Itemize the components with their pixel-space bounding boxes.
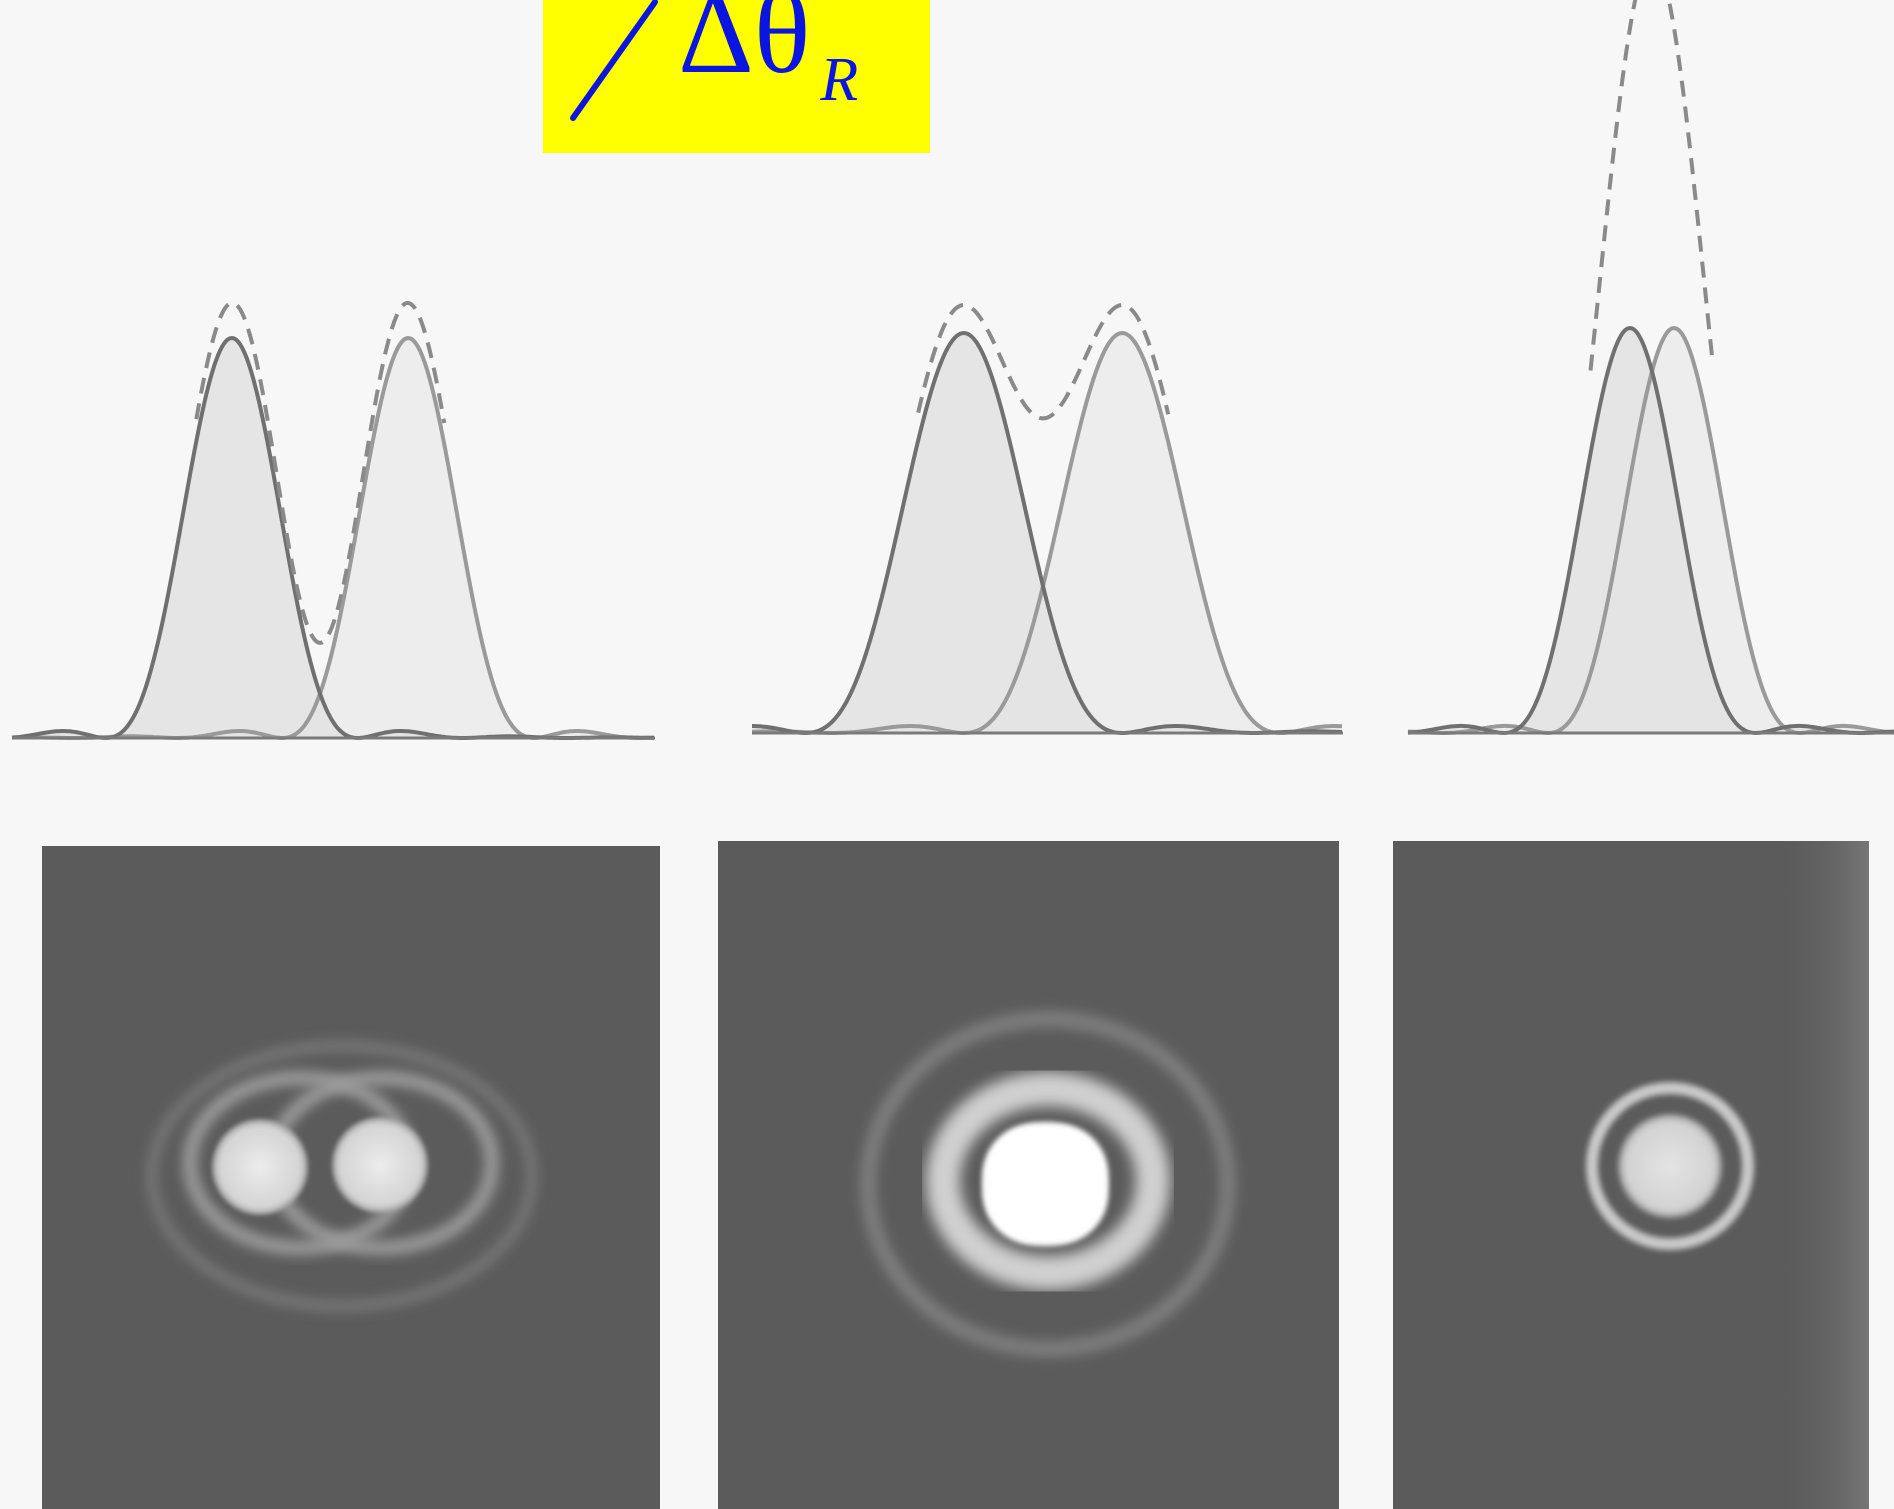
profile-fill-left bbox=[1408, 328, 1894, 733]
slanted-stroke bbox=[570, 0, 658, 121]
dashed-sum-curve bbox=[1588, 0, 1715, 371]
airy-disc-right bbox=[332, 1117, 428, 1213]
delta-theta-r-label: Δθ R bbox=[543, 0, 930, 153]
label-text: Δθ R bbox=[678, 0, 858, 111]
airy-disc bbox=[1618, 1114, 1722, 1218]
profile-fill-left bbox=[752, 333, 1343, 733]
profile-fill-right bbox=[752, 333, 1343, 733]
outer-ring bbox=[147, 1041, 537, 1311]
profile-fill-left bbox=[12, 338, 655, 738]
intensity-profiles bbox=[11, 0, 1894, 741]
profile-well-resolved bbox=[11, 300, 655, 741]
inner-ring bbox=[926, 1072, 1170, 1290]
dashed-sum-curve bbox=[916, 302, 1171, 421]
label-background bbox=[543, 0, 930, 153]
airy-disc-left bbox=[212, 1119, 308, 1215]
airy-curve-left bbox=[1407, 325, 1894, 736]
profile-fill-right bbox=[12, 338, 655, 738]
subscript-r: R bbox=[820, 46, 859, 114]
diffraction-photo-unresolved bbox=[1393, 841, 1869, 1509]
bright-core bbox=[983, 1124, 1108, 1244]
diffraction-photo-well-resolved bbox=[42, 846, 660, 1509]
profile-unresolved bbox=[1407, 0, 1894, 736]
diffraction-photo-just-resolved bbox=[718, 841, 1339, 1509]
outer-ring bbox=[862, 1013, 1234, 1355]
label-rect bbox=[543, 0, 930, 153]
delta-theta-symbol: Δθ bbox=[678, 0, 811, 98]
first-ring bbox=[1586, 1082, 1754, 1250]
dashed-sum-curve bbox=[194, 300, 447, 645]
profile-just-resolved bbox=[752, 302, 1343, 735]
